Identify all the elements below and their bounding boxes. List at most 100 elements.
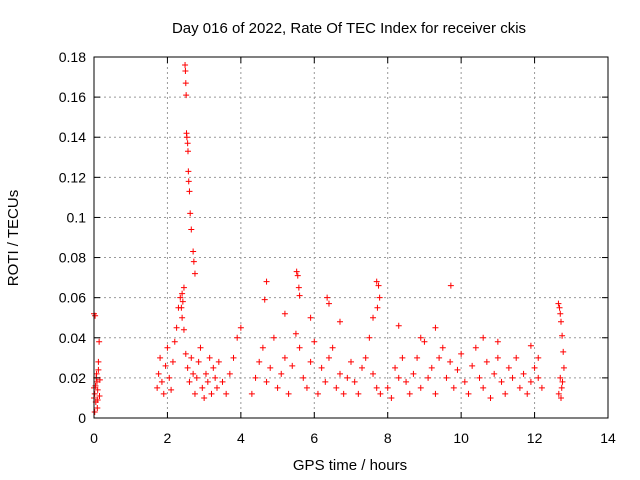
data-point: [535, 354, 542, 361]
data-point: [425, 374, 432, 381]
y-tick-label: 0.12: [59, 169, 86, 185]
data-point: [162, 362, 169, 369]
data-point: [184, 364, 191, 371]
x-tick-label: 2: [164, 430, 172, 446]
data-point: [325, 300, 332, 307]
data-point: [417, 334, 424, 341]
y-tick-label: 0.16: [59, 89, 86, 105]
x-tick-label: 12: [527, 430, 543, 446]
x-tick-label: 6: [310, 430, 318, 446]
data-point: [465, 390, 472, 397]
data-point: [355, 390, 362, 397]
data-point: [234, 334, 241, 341]
data-point: [230, 354, 237, 361]
data-point: [395, 322, 402, 329]
data-point: [559, 378, 566, 385]
data-point: [403, 378, 410, 385]
data-point: [373, 278, 380, 285]
data-point: [509, 374, 516, 381]
data-point: [278, 370, 285, 377]
data-point: [406, 390, 413, 397]
data-point: [447, 358, 454, 365]
data-point: [281, 310, 288, 317]
data-point: [560, 364, 567, 371]
data-point: [311, 338, 318, 345]
y-axis-title: ROTI / TECUs: [5, 190, 22, 286]
data-point: [373, 384, 380, 391]
x-tick-label: 4: [237, 430, 245, 446]
data-point: [505, 364, 512, 371]
data-point: [333, 384, 340, 391]
data-point: [179, 298, 186, 305]
data-point: [461, 378, 468, 385]
data-point: [443, 374, 450, 381]
data-point: [178, 304, 185, 311]
data-point: [259, 344, 266, 351]
data-point: [154, 384, 161, 391]
data-point: [556, 304, 563, 311]
data-point: [395, 374, 402, 381]
data-point: [324, 294, 331, 301]
grid-lines: [94, 57, 608, 418]
data-point: [531, 364, 538, 371]
x-axis-ticks: 0 2 4 6 8 10 12 14: [90, 57, 616, 446]
data-point: [366, 334, 373, 341]
data-point: [281, 354, 288, 361]
data-points: [91, 62, 567, 415]
data-point: [535, 374, 542, 381]
data-point: [173, 324, 180, 331]
data-point: [188, 226, 195, 233]
data-point: [447, 282, 454, 289]
data-point: [158, 378, 165, 385]
data-point: [202, 370, 209, 377]
data-point: [428, 364, 435, 371]
data-point: [469, 362, 476, 369]
data-point: [348, 358, 354, 365]
data-point: [480, 334, 487, 341]
y-tick-label: 0.1: [67, 209, 87, 225]
data-point: [480, 384, 487, 391]
data-point: [388, 394, 395, 401]
data-point: [289, 362, 296, 369]
data-point: [263, 378, 270, 385]
data-point: [91, 390, 98, 397]
data-point: [184, 148, 191, 155]
data-point: [92, 382, 99, 389]
y-tick-label: 0.14: [59, 129, 86, 145]
data-point: [558, 384, 565, 391]
data-point: [96, 338, 103, 345]
data-point: [177, 294, 184, 301]
data-point: [219, 378, 226, 385]
data-point: [191, 390, 198, 397]
data-point: [95, 366, 102, 373]
data-point: [318, 364, 325, 371]
y-tick-label: 0.06: [59, 290, 86, 306]
data-point: [155, 370, 162, 377]
data-point: [191, 270, 198, 277]
y-tick-label: 0.04: [59, 330, 86, 346]
data-point: [270, 334, 277, 341]
data-point: [92, 312, 99, 319]
data-point: [307, 314, 314, 321]
data-point: [252, 374, 259, 381]
data-point: [344, 374, 351, 381]
data-point: [199, 384, 206, 391]
data-point: [384, 384, 391, 391]
data-point: [190, 248, 197, 255]
data-point: [524, 390, 531, 397]
data-point: [303, 384, 310, 391]
data-point: [527, 342, 534, 349]
data-point: [296, 292, 303, 299]
data-point: [185, 178, 192, 185]
data-point: [293, 268, 300, 275]
data-point: [171, 338, 178, 345]
x-tick-label: 14: [600, 430, 616, 446]
data-point: [362, 354, 369, 361]
data-point: [436, 354, 443, 361]
data-point: [164, 344, 171, 351]
data-point: [314, 390, 321, 397]
data-point: [157, 354, 164, 361]
data-point: [375, 282, 382, 289]
data-point: [223, 390, 230, 397]
